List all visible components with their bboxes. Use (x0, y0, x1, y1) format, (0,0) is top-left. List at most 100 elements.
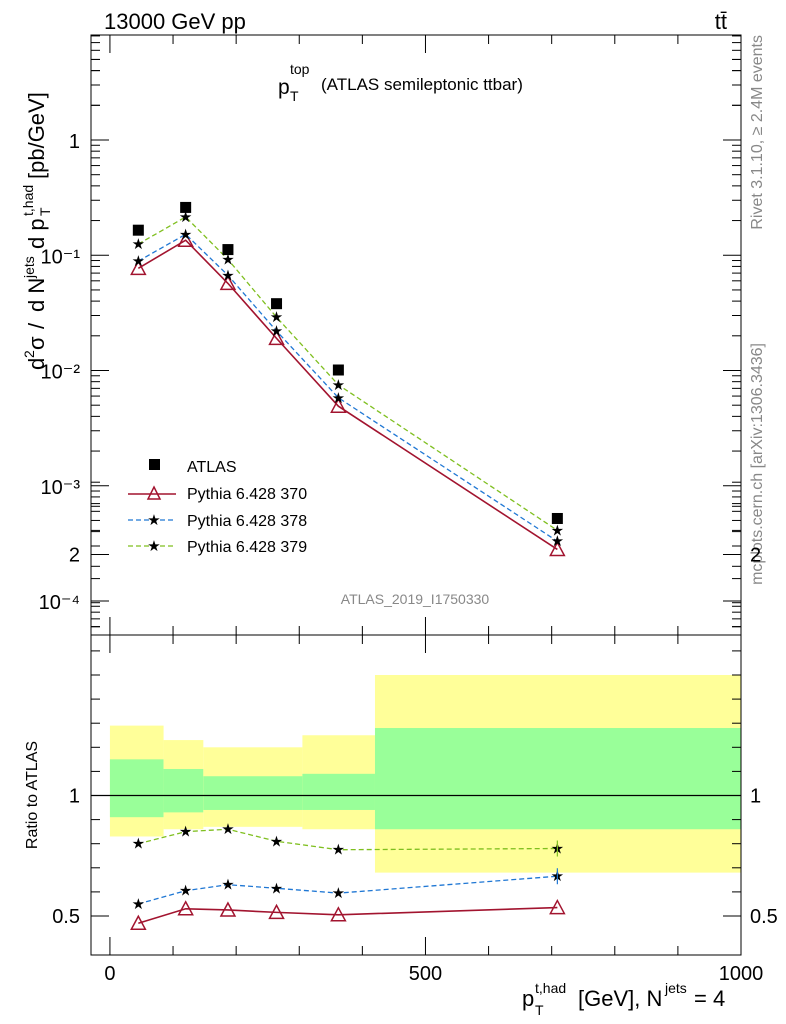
svg-text:jets: jets (21, 256, 37, 279)
ratio-379-point: ★ (221, 821, 234, 838)
main-379-point: ★ (179, 209, 192, 226)
ratio-y-tick-label-left: 1 (69, 786, 80, 808)
ratio-370-point (130, 914, 147, 930)
svg-text:d N: d N (24, 278, 49, 312)
atlas-data-point (222, 244, 234, 256)
main-370-point (549, 540, 566, 557)
ratio-y-axis-label: Ratio to ATLAS (24, 741, 41, 849)
svg-text:[pb/GeV]: [pb/GeV] (24, 92, 49, 179)
ratio-370-point (219, 901, 237, 917)
main-379-point: ★ (270, 309, 283, 326)
main-y-tick-label: 1 (69, 131, 80, 153)
main-378-line (138, 233, 558, 542)
ratio-378-point: ★ (221, 877, 234, 894)
ratio-y-tick-label-left: 0.5 (52, 906, 80, 928)
energy-label: 13000 GeV pp (104, 9, 246, 34)
main-370-point (177, 231, 194, 247)
ratio-379-point: ★ (132, 836, 145, 853)
x-axis-label: p T t,had [GeV], N jets = 4 (522, 980, 725, 1018)
svg-text:= 4: = 4 (694, 986, 725, 1011)
ratio-378-point: ★ (332, 885, 345, 902)
main-y-tick-label: 10⁻³ (41, 477, 81, 499)
main-378-point: ★ (270, 323, 283, 340)
band-inner-2 (203, 776, 303, 810)
x-tick-label: 500 (409, 963, 442, 985)
legend-marker-atlas (149, 459, 160, 470)
band-inner-0 (109, 759, 164, 818)
main-378-point: ★ (179, 226, 192, 243)
main-378-point: ★ (221, 267, 234, 284)
main-379-point: ★ (551, 522, 564, 539)
ratio-370-point (268, 903, 285, 920)
svg-text:jets: jets (664, 980, 687, 996)
svg-text:T: T (37, 207, 53, 216)
ratio-370-point (330, 906, 347, 922)
atlas-data-point (332, 364, 344, 376)
analysis-label: ATLAS_2019_I1750330 (341, 591, 490, 607)
svg-text:p: p (278, 76, 290, 99)
ratio-y-tick-label-right: 1 (750, 786, 761, 808)
ratio-379-line (138, 828, 558, 851)
svg-text:d p: d p (24, 218, 49, 249)
svg-text:d: d (24, 358, 49, 370)
ratio-378-point: ★ (179, 883, 192, 900)
ratio-370-line (138, 906, 558, 924)
main-379-point: ★ (332, 377, 345, 394)
svg-text:t,had: t,had (535, 980, 566, 996)
ratio-379-point: ★ (332, 842, 345, 859)
legend-marker-379: ★ (147, 538, 160, 555)
main-plot-series: ★★★★★★★★★★★★ (130, 201, 566, 557)
ratio-y-tick-label-right: 0.5 (750, 906, 778, 928)
x-tick-label: 1000 (719, 963, 764, 985)
legend-label-378: Pythia 6.428 378 (187, 513, 307, 530)
main-y-tick-label: 10⁻⁴ (39, 592, 80, 614)
atlas-data-point (132, 224, 144, 236)
rivet-label: Rivet 3.1.10, ≥ 2.4M events (749, 35, 766, 230)
main-378-point: ★ (551, 533, 564, 550)
process-label: tt̄ (715, 9, 727, 34)
ratio-370-point (177, 900, 194, 916)
main-370-point (219, 274, 237, 291)
legend-label-atlas: ATLAS (187, 459, 237, 476)
main-y-tick-label: 10⁻¹ (41, 246, 81, 268)
svg-text:2: 2 (21, 350, 37, 358)
main-370-point (130, 259, 147, 276)
atlas-data-point (180, 201, 192, 213)
svg-text:(ATLAS semileptonic ttbar): (ATLAS semileptonic ttbar) (321, 75, 523, 94)
svg-text:p: p (522, 986, 534, 1011)
svg-text:/: / (24, 322, 49, 329)
svg-text:σ: σ (24, 336, 49, 350)
atlas-data-point (551, 512, 563, 524)
legend-label-370: Pythia 6.428 370 (187, 486, 307, 503)
svg-text:top: top (290, 61, 310, 77)
legend-marker-370 (146, 485, 162, 500)
main-370-point (330, 397, 347, 413)
legend-label-379: Pythia 6.428 379 (187, 539, 307, 556)
svg-text:T: T (535, 1002, 544, 1018)
band-inner-3 (302, 773, 375, 810)
legend-marker-378: ★ (147, 512, 160, 529)
band-inner-1 (163, 768, 204, 813)
svg-text:t,had: t,had (20, 185, 36, 216)
main-378-point: ★ (332, 390, 345, 407)
ratio-378-point: ★ (132, 896, 145, 913)
main-378-point: ★ (132, 253, 145, 270)
legend: ATLAS Pythia 6.428 370 ★ Pythia 6.428 37… (128, 459, 307, 556)
svg-text:T: T (290, 88, 299, 104)
ratio-378-line (138, 875, 558, 905)
ratio-plot-series: ★★ ★ ★ ★★★★ ★★ ★ ★ (130, 821, 566, 930)
main-y-axis-label: d 2 σ / d N jets d p T t,had [pb/GeV] (20, 92, 53, 370)
ratio-y-tick-label-right: 2 (750, 545, 761, 567)
main-370-point (268, 329, 285, 346)
ratio-370-point (549, 898, 566, 915)
uncertainty-bands (109, 675, 741, 873)
band-inner-4 (374, 728, 741, 830)
ratio-379-point: ★ (179, 824, 192, 841)
svg-text:[GeV], N: [GeV], N (578, 986, 662, 1011)
main-370-line (137, 239, 558, 551)
main-379-point: ★ (132, 236, 145, 253)
ratio-y-tick-label-left: 2 (69, 545, 80, 567)
atlas-data-point (271, 298, 283, 310)
main-title: p T top (ATLAS semileptonic ttbar) (278, 61, 523, 104)
